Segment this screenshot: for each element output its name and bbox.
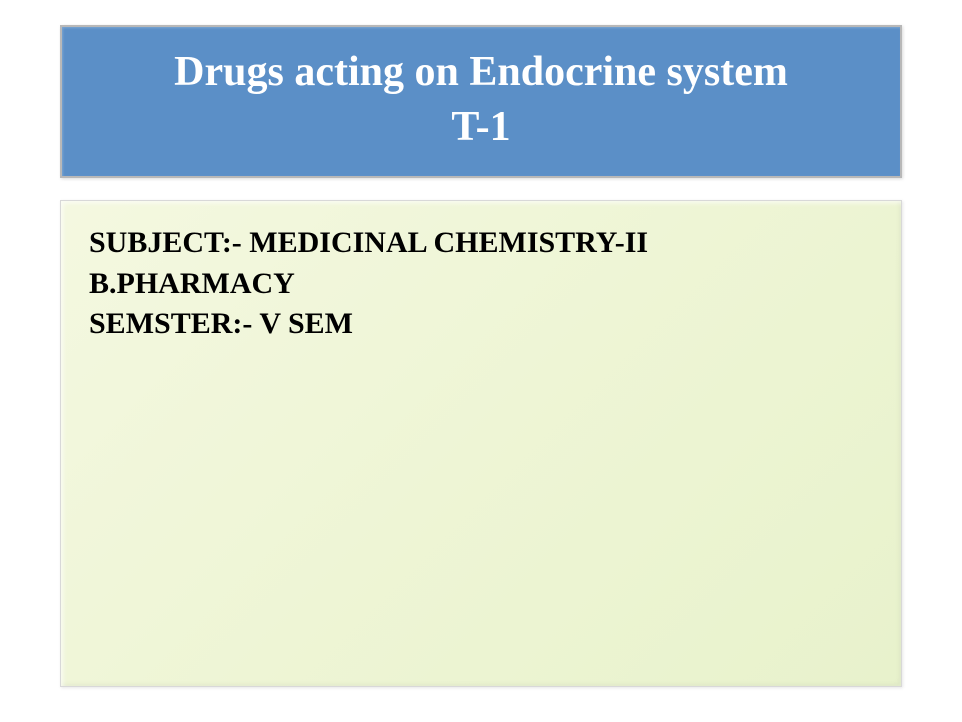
title-box: Drugs acting on Endocrine system T-1 — [60, 25, 902, 178]
content-line-2: B.PHARMACY — [89, 264, 873, 305]
slide-container: Drugs acting on Endocrine system T-1 SUB… — [0, 10, 962, 712]
title-line-1: Drugs acting on Endocrine system — [82, 45, 880, 100]
title-line-2: T-1 — [82, 100, 880, 155]
content-box: SUBJECT:- MEDICINAL CHEMISTRY-II B.PHARM… — [60, 200, 902, 687]
content-line-1: SUBJECT:- MEDICINAL CHEMISTRY-II — [89, 223, 873, 264]
content-line-3: SEMSTER:- V SEM — [89, 304, 873, 345]
